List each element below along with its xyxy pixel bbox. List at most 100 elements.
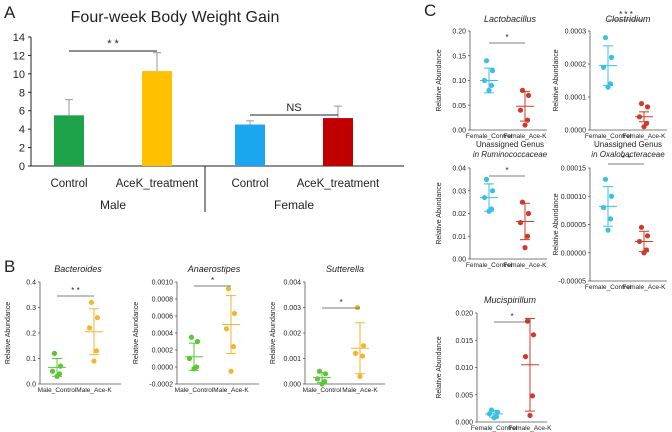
chart-b3-y-axis-label: Relative Abundance [270, 302, 277, 364]
chart-c5-data-point [491, 415, 497, 421]
chart-b2-y-tick-label: 0.0004 [152, 331, 174, 338]
chart-a-y-tick-label: 6 [19, 106, 25, 118]
chart-c5-y-axis-label: Relative Abundance [436, 336, 443, 398]
chart-c3-data-point [522, 245, 528, 251]
chart-a-group-label: Female [274, 198, 314, 212]
chart-b2-y-tick-label: 0.0010 [152, 280, 174, 287]
chart-c1-sig-label: * [505, 33, 508, 42]
chart-c5-data-point [486, 411, 493, 417]
chart-c3-data-point [483, 176, 490, 182]
chart-a-group-label: Male [100, 198, 126, 212]
chart-c4-title: Unassigned Genus in Oxalobacteraceae [591, 140, 665, 159]
chart-c2-category-label: Female_Control [585, 133, 632, 140]
chart-c5-y-tick-label: 0.005 [455, 392, 473, 399]
chart-b1-y-tick-label: 0.4 [26, 280, 36, 287]
chart-b1-category-label: Male_Ace-K [76, 387, 112, 394]
chart-b3-data-point [352, 350, 359, 356]
chart-a-bar [142, 71, 172, 166]
chart-c1-data-point [486, 87, 492, 93]
chart-b2-data-point [188, 334, 195, 340]
chart-b3-data-point [322, 371, 329, 377]
chart-b1-sig-label: * * [71, 286, 79, 295]
chart-c5-data-point [488, 407, 495, 413]
chart-b2-category-label: Male_Ace-K [213, 387, 249, 394]
chart-c2-data-point [644, 104, 651, 110]
panel-label-a: A [4, 3, 16, 22]
chart-c5-y-tick-label: 0.000 [455, 420, 473, 427]
chart-c4-data-point [602, 176, 609, 182]
chart-b1-data-point [93, 348, 100, 354]
chart-b3-data-point [357, 373, 363, 379]
chart-c3-data-point [519, 199, 526, 205]
chart-c2-data-point [636, 114, 643, 120]
chart-b1-category-label: Male_Control [38, 387, 77, 394]
chart-b1-data-point [49, 368, 56, 374]
chart-c4-category-label: Female_Control [585, 284, 632, 291]
chart-c1-data-point [481, 77, 488, 84]
chart-c3-category-label: Female_Ace-K [504, 262, 548, 269]
chart-c2-sig-label: * * * [619, 10, 633, 19]
chart-b1-title: Bacteroides [54, 264, 102, 274]
chart-a-category-label: AceK_treatment [297, 178, 380, 190]
chart-c3-data-point [524, 233, 531, 239]
chart-c5-category-label: Female_Control [471, 425, 518, 432]
chart-c4-data-point [644, 233, 651, 239]
chart-b2-sig-label: * [211, 276, 214, 285]
chart-c3-title: Unassigned Genus in Ruminococcaceae [473, 140, 548, 159]
chart-b2-y-tick-label: 0.0002 [152, 348, 174, 355]
chart-b3-y-tick-label: 0.003 [283, 305, 301, 312]
chart-c1-data-point [517, 107, 524, 113]
chart-c4-data-point [636, 238, 643, 245]
chart-c4-data-point [607, 216, 614, 222]
chart-c1-y-tick-label: 0.20 [452, 29, 466, 36]
chart-c1-data-point [489, 68, 496, 74]
chart-b1-y-tick-label: 0.2 [26, 331, 36, 338]
chart-b1-data-point [91, 358, 97, 364]
chart-b3-y-tick-label: 0.001 [283, 356, 301, 363]
chart-b2-data-point [191, 366, 197, 372]
chart-a-bar [235, 124, 265, 166]
chart-c4-y-axis-label: Relative Abundance [553, 193, 560, 255]
chart-c2-y-tick-label: 0.0003 [565, 29, 587, 36]
chart-c2-data-point [608, 54, 615, 61]
chart-a-y-tick-label: 0 [19, 161, 25, 173]
chart-a-category-label: Control [231, 178, 268, 190]
chart-c3-y-axis-label: Relative Abundance [436, 182, 443, 244]
chart-b1-data-point [51, 350, 58, 356]
chart-c5-y-tick-label: 0.015 [455, 338, 473, 345]
chart-b1-data-point [54, 373, 60, 379]
chart-c4-data-point [605, 227, 611, 233]
chart-b3-sig-label: * [339, 298, 342, 307]
chart-b2-data-point [194, 338, 201, 345]
chart-a-category-label: AceK_treatment [116, 178, 199, 190]
chart-c5-data-point [527, 412, 533, 419]
chart-b3-data-point [360, 343, 367, 349]
chart-c3-y-tick-label: 0.02 [452, 211, 466, 218]
chart-a-bar [54, 115, 84, 166]
chart-c1-y-axis-label: Relative Abundance [436, 49, 443, 111]
chart-c5-y-tick-label: 0.020 [455, 311, 473, 318]
chart-c1-y-tick-label: 0.10 [452, 78, 466, 85]
chart-c4-data-point [638, 224, 645, 230]
chart-c1-y-tick-label: 0.15 [452, 53, 466, 60]
chart-b3-data-point [359, 353, 366, 359]
chart-b2-y-tick-label: 0.0006 [152, 314, 174, 321]
chart-c4-category-label: Female_Ace-K [623, 284, 667, 291]
chart-a-y-tick-label: 8 [19, 87, 25, 99]
chart-b2-data-point [228, 368, 234, 374]
chart-c4-y-tick-label: 0.00010 [561, 194, 586, 201]
chart-c3-category-label: Female_Control [466, 262, 513, 269]
chart-a-y-tick-label: 14 [13, 32, 25, 44]
chart-a-category-label: Control [50, 178, 87, 190]
chart-c4-data-point [600, 204, 607, 211]
chart-c1-data-point [522, 122, 528, 128]
chart-a-bar [323, 118, 353, 166]
chart-b3-y-tick-label: 0.004 [283, 280, 301, 287]
chart-b1-data-point [88, 299, 95, 305]
chart-b3-y-tick-label: 0.002 [283, 331, 301, 338]
panel-label-b: B [4, 257, 15, 276]
chart-c1-category-label: Female_Control [466, 133, 513, 140]
chart-b1-y-tick-label: 0.1 [26, 356, 36, 363]
chart-b2-y-axis-label: Relative Abundance [133, 302, 140, 364]
